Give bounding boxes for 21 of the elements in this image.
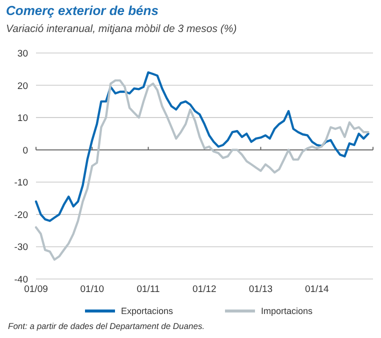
x-tick-label: 01/13	[248, 284, 273, 295]
chart-title: Comerç exterior de béns	[6, 3, 158, 18]
y-tick-label: 0	[22, 145, 28, 156]
text: Font: a partir de dades del Departament de Duanes.	[8, 321, 205, 331]
x-tick-label: 01/14	[304, 284, 329, 295]
line-series	[34, 71, 370, 222]
y-tick-label: -20	[14, 210, 28, 221]
y-tick-label: -40	[14, 274, 28, 286]
x-tick-label: 01/11	[136, 284, 160, 295]
legend-label: Exportacions	[121, 306, 174, 316]
x-tick-label: 01/09	[24, 284, 48, 295]
x-tick-label: 01/12	[192, 284, 216, 295]
legend-label: Importacions	[261, 306, 314, 316]
x-tick-label: 01/10	[80, 284, 104, 295]
line-series	[34, 79, 370, 261]
y-tick-label: -10	[14, 178, 28, 189]
chart-subtitle: Variació interanual, mitjana mòbil de 3 mesos (%)	[6, 23, 237, 35]
y-tick-label: -30	[14, 242, 28, 254]
y-tick-label: 30	[17, 48, 28, 60]
y-tick-label: 10	[17, 113, 28, 124]
y-tick-label: 20	[17, 80, 28, 92]
